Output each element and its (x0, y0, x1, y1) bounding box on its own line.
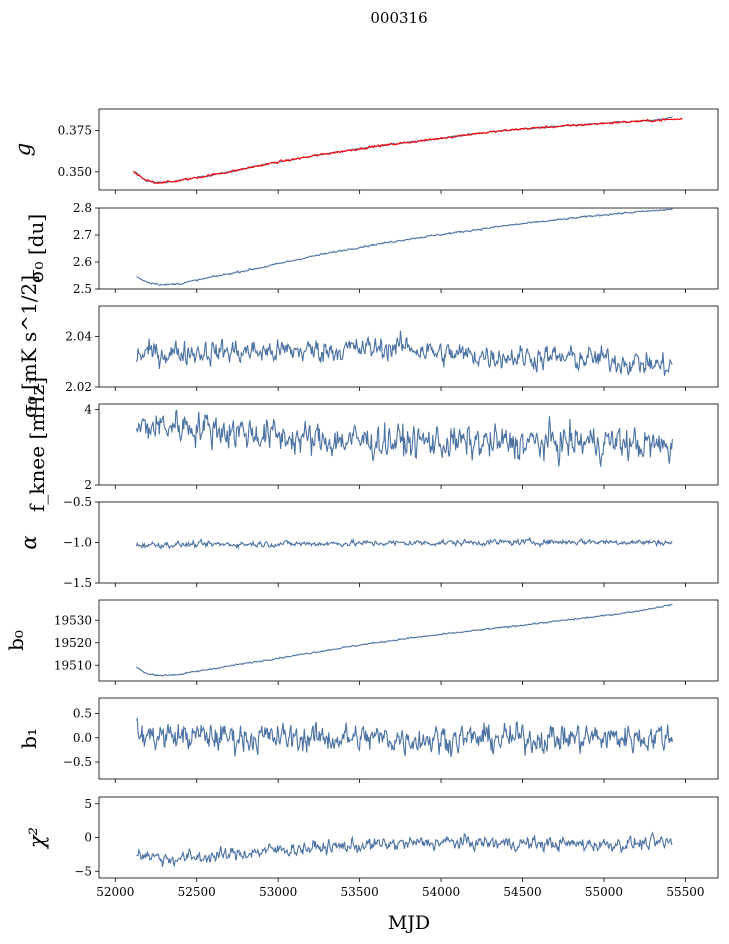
y-tick-label: −0.5 (63, 495, 92, 509)
y-axis-label: b₁ (17, 728, 41, 749)
series-line-1 (136, 603, 673, 677)
x-tick-label: 52000 (96, 885, 134, 899)
x-tick-label: 53500 (341, 885, 379, 899)
x-tick-label: 55500 (666, 885, 704, 899)
y-axis-label: σ₀ [mK s^1/2] (17, 275, 41, 418)
y-tick-label: 2.6 (73, 255, 92, 269)
y-axis-label: χ² (25, 827, 49, 850)
panel-8: −5 0 5 52000 52500 53000 53500 54000 54500 55000 5… (25, 796, 719, 899)
panel-3: 2.02 2.04 σ₀ [mK s^1/2] (17, 275, 719, 418)
y-axis-label: f_knee [mHz] (25, 377, 49, 512)
x-tick-label: 52500 (178, 885, 216, 899)
axes-frame (98, 207, 719, 290)
axes-frame (98, 403, 719, 486)
series-line-2 (132, 117, 683, 185)
series-line-1 (135, 536, 673, 550)
y-tick-label: 2.7 (73, 228, 92, 242)
y-tick-label: 2 (84, 478, 92, 492)
y-tick-label: −1.0 (63, 536, 92, 550)
panel-7: −0.5 0.0 0.5 b₁ (17, 697, 719, 783)
y-tick-label: 0.0 (73, 731, 92, 745)
y-tick-label: 2.8 (73, 201, 92, 215)
y-axis-label: σ₀ [du] (24, 214, 48, 283)
y-tick-label: 0.5 (73, 707, 92, 721)
y-axis-label: α (17, 535, 41, 549)
panel-5: −1.5 −1.0 −0.5 α (17, 495, 719, 590)
panel-2: 2.5 2.6 2.7 2.8 σ₀ [du] (24, 201, 719, 296)
y-tick-label: 19520 (54, 636, 92, 650)
x-axis-label: MJD (388, 912, 430, 934)
y-tick-label: 2.5 (73, 282, 92, 296)
axes-frame (98, 108, 719, 191)
y-tick-label: 19510 (54, 658, 92, 672)
series-line-1 (136, 208, 673, 287)
axes-frame (98, 599, 719, 682)
x-tick-label: 53000 (259, 885, 297, 899)
axes-frame (98, 697, 719, 780)
y-tick-label: 19530 (54, 613, 92, 627)
panels: 0.350 0.375 g 2.5 2.6 2.7 2.8 σ₀ [du] 2.02 2.04 σ₀… (4, 108, 719, 899)
y-tick-label: 5 (84, 797, 92, 811)
figure-title: 000316 (370, 9, 427, 27)
panel-4: 2 4 f_knee [mHz] (25, 377, 719, 512)
y-tick-label: −0.5 (63, 755, 92, 769)
axes-frame (98, 305, 719, 388)
y-tick-label: 0.350 (58, 165, 92, 179)
axes-frame (98, 796, 719, 879)
panel-6: 19510 19520 19530 b₀ (4, 599, 719, 685)
series-line-1 (135, 716, 673, 758)
y-tick-label: −1.5 (63, 576, 92, 590)
series-line-1 (136, 831, 673, 868)
y-tick-label: 2.02 (65, 380, 92, 394)
y-tick-label: 4 (84, 403, 92, 417)
y-tick-label: 0 (84, 831, 92, 845)
y-axis-label: g (11, 143, 35, 156)
series-line-1 (135, 330, 673, 377)
series-line-1 (135, 409, 673, 467)
x-tick-label: 54000 (422, 885, 460, 899)
x-tick-label: 54500 (503, 885, 541, 899)
y-tick-label: 0.375 (58, 123, 92, 137)
y-tick-label: −5 (74, 864, 92, 878)
panel-1: 0.350 0.375 g (11, 108, 719, 194)
y-tick-label: 2.04 (65, 329, 92, 343)
x-tick-label: 55000 (585, 885, 623, 899)
y-axis-label: b₀ (4, 630, 28, 651)
